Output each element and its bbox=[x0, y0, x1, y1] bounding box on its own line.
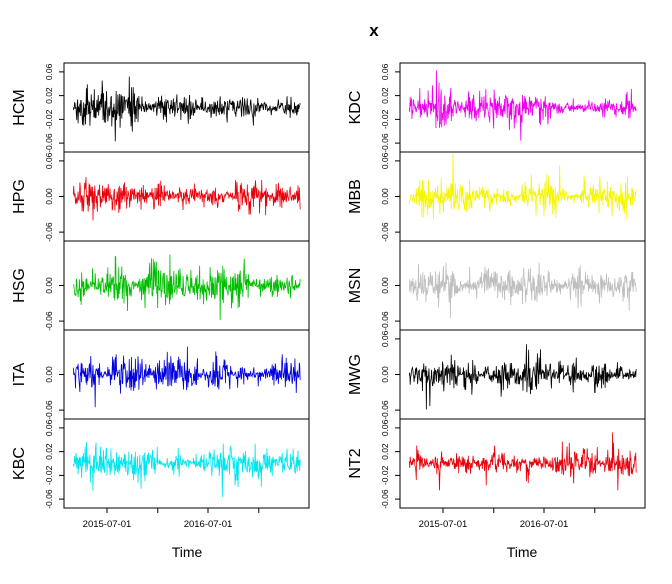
y-axis-label-hsg: HSG bbox=[11, 268, 28, 303]
y-axis-label-msn: MSN bbox=[347, 268, 364, 304]
x-tick-label: 2016-07-01 bbox=[184, 519, 233, 530]
y-tick-label: 0.06 bbox=[44, 152, 54, 169]
y-axis-label-kbc: KBC bbox=[11, 447, 28, 480]
y-axis-label-mbb: MBB bbox=[347, 179, 364, 214]
y-tick-label: 0.00 bbox=[44, 366, 54, 383]
series-line-kdc bbox=[408, 70, 637, 141]
y-axis-label-hpg: HPG bbox=[11, 179, 28, 214]
series-line-hpg bbox=[72, 177, 301, 221]
y-tick-label: -0.06 bbox=[44, 400, 54, 420]
x-axis-label-right: Time bbox=[507, 544, 538, 560]
panel-mbb: MBB 0.06 0.00 -0.06 bbox=[347, 151, 646, 242]
y-tick-label: 0.02 bbox=[380, 87, 390, 104]
series-line-nt2 bbox=[408, 432, 637, 491]
panel-nt2: NT2 0.06 0.02 -0.02 -0.06 bbox=[347, 418, 646, 509]
y-tick-label: 0.00 bbox=[44, 188, 54, 205]
y-tick-label: -0.06 bbox=[44, 133, 54, 153]
series-line-mbb bbox=[408, 153, 637, 220]
x-tick-label: 2015-07-01 bbox=[419, 519, 468, 530]
y-tick-label: -0.06 bbox=[380, 400, 390, 420]
panel-mwg: MWG 0.06 0.00 -0.06 bbox=[347, 329, 646, 420]
y-tick-label: 0.02 bbox=[44, 87, 54, 104]
y-axis-label-hcm: HCM bbox=[11, 89, 28, 125]
panel-kdc: KDC 0.06 0.02 -0.02 -0.06 bbox=[347, 62, 646, 153]
y-tick-label: -0.02 bbox=[44, 109, 54, 129]
y-axis-label-mwg: MWG bbox=[347, 354, 364, 395]
panel-ita: ITA 0.00 -0.06 bbox=[11, 329, 310, 420]
y-tick-label: 0.06 bbox=[44, 419, 54, 436]
y-axis-label-ita: ITA bbox=[11, 362, 28, 386]
y-axis-label-kdc: KDC bbox=[347, 91, 364, 125]
panel-hsg: HSG 0.00 -0.06 bbox=[11, 240, 310, 331]
panel-frame bbox=[63, 240, 310, 331]
x-tick-label: 2015-07-01 bbox=[83, 519, 132, 530]
y-tick-label: 0.06 bbox=[380, 419, 390, 436]
panel-hcm: HCM 0.06 0.02 -0.02 -0.06 bbox=[11, 62, 310, 153]
y-tick-label: 0.00 bbox=[380, 188, 390, 205]
y-tick-label: -0.06 bbox=[380, 222, 390, 242]
y-tick-label: -0.06 bbox=[44, 311, 54, 331]
y-tick-label: -0.02 bbox=[44, 465, 54, 485]
y-tick-label: 0.06 bbox=[380, 330, 390, 347]
panel-frame bbox=[399, 418, 646, 509]
series-line-hcm bbox=[72, 76, 301, 142]
y-axis-label-nt2: NT2 bbox=[347, 448, 364, 478]
y-tick-label: -0.02 bbox=[380, 109, 390, 129]
panel-hpg: HPG 0.06 0.00 -0.06 bbox=[11, 151, 310, 242]
y-tick-label: 0.00 bbox=[44, 277, 54, 294]
series-line-kbc bbox=[72, 441, 301, 498]
x-tick-label: 2016-07-01 bbox=[520, 519, 569, 530]
series-line-ita bbox=[72, 346, 301, 408]
y-tick-label: 0.06 bbox=[44, 63, 54, 80]
panel-frame bbox=[63, 418, 310, 509]
series-line-mwg bbox=[408, 344, 637, 410]
y-tick-label: 0.06 bbox=[380, 63, 390, 80]
series-line-hsg bbox=[72, 254, 301, 321]
chart-title: x bbox=[369, 21, 379, 40]
series-line-msn bbox=[408, 262, 637, 319]
panel-kbc: KBC 0.06 0.02 -0.02 -0.06 bbox=[11, 418, 310, 509]
x-axis-label-left: Time bbox=[172, 544, 203, 560]
y-tick-label: -0.06 bbox=[44, 489, 54, 509]
y-tick-label: 0.00 bbox=[380, 277, 390, 294]
y-tick-label: 0.00 bbox=[380, 366, 390, 383]
y-tick-label: -0.06 bbox=[380, 311, 390, 331]
y-tick-label: -0.02 bbox=[380, 465, 390, 485]
y-tick-label: -0.06 bbox=[380, 489, 390, 509]
panel-msn: MSN 0.00 -0.06 bbox=[347, 240, 646, 331]
y-tick-label: 0.06 bbox=[380, 152, 390, 169]
y-tick-label: -0.06 bbox=[44, 222, 54, 242]
y-tick-label: -0.06 bbox=[380, 133, 390, 153]
y-tick-label: 0.02 bbox=[44, 443, 54, 460]
y-tick-label: 0.02 bbox=[380, 443, 390, 460]
